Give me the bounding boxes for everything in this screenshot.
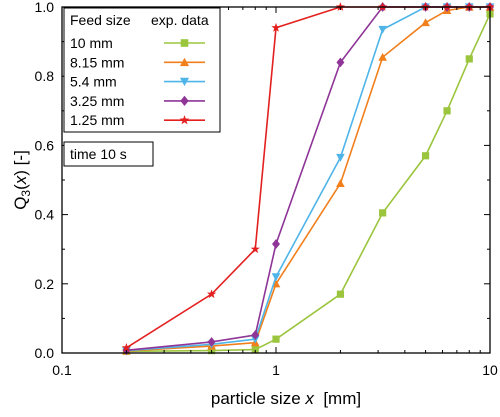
data-point: [251, 345, 259, 354]
y-tick-label: 0.8: [35, 68, 55, 84]
legend-marker: [180, 39, 189, 47]
data-point: [378, 25, 387, 34]
y-axis-title-variable: x: [11, 175, 30, 185]
legend-marker: [179, 57, 190, 67]
x-axis-title: particle size x [mm]: [211, 389, 361, 408]
x-axis-title-variable: x: [304, 389, 314, 408]
series-line: [126, 6, 490, 352]
y-tick-label: 0.2: [35, 276, 55, 292]
y-axis-title-paren: (: [11, 184, 30, 190]
time-annotation: time 10 s: [63, 141, 154, 167]
data-point: [271, 273, 281, 282]
data-point: [336, 57, 345, 68]
legend-entry: 1.25 mm: [70, 112, 205, 128]
legend-marker: [179, 77, 190, 87]
data-point: [272, 335, 280, 343]
time-annotation-box: [63, 141, 154, 167]
time-annotation-text: time 10 s: [70, 146, 127, 162]
y-axis-title: Q3(x) [-]: [11, 150, 33, 210]
chart-axes: 0.1 1 10 0.0 0.2 0.4 0.6 0.8 1.0: [35, 0, 498, 378]
data-point: [421, 152, 430, 160]
data-point: [336, 179, 345, 188]
x-tick-label: 0.1: [52, 362, 72, 378]
x-axis-title-unit: [mm]: [314, 389, 361, 408]
data-point: [336, 290, 345, 298]
legend-label: 3.25 mm: [70, 93, 124, 109]
data-point: [272, 239, 280, 249]
x-tick-label: 10: [482, 362, 498, 378]
data-point: [271, 22, 281, 32]
legend-marker: [179, 115, 190, 125]
data-point: [251, 330, 260, 340]
legend-label: 1.25 mm: [70, 112, 124, 128]
y-tick-label: 1.0: [35, 0, 55, 15]
legend-label: 5.4 mm: [70, 74, 117, 90]
data-point: [378, 52, 387, 61]
legend-header-exp-data: exp. data: [151, 12, 209, 28]
data-point: [206, 289, 217, 299]
legend-label: 8.15 mm: [70, 54, 124, 70]
y-axis-title-unit: ) [-]: [11, 150, 30, 176]
x-tick-label: 1: [272, 362, 280, 378]
series-line: [126, 13, 491, 353]
chart-marks: [121, 2, 495, 356]
data-point: [379, 209, 387, 217]
y-tick-label: 0.4: [35, 207, 55, 223]
legend-box: [63, 7, 221, 133]
data-point: [121, 342, 132, 352]
x-axis-title-main: particle size: [211, 389, 305, 408]
legend-entry: 10 mm: [70, 35, 205, 51]
y-axis-title-main: Q: [11, 197, 30, 210]
legend-label: 10 mm: [70, 35, 113, 51]
legend-entry: 5.4 mm: [70, 74, 205, 90]
legend-marker: [180, 95, 189, 107]
data-point: [207, 337, 216, 347]
y-tick-label: 0.0: [35, 345, 55, 361]
legend: Feed size exp. data 10 mm 8.15 mm 5.4 mm 3.…: [63, 7, 221, 133]
legend-entry: 8.15 mm: [70, 54, 205, 70]
legend-entry: 3.25 mm: [70, 93, 205, 109]
y-axis-title-subscript: 3: [19, 190, 33, 197]
data-point: [250, 244, 260, 254]
legend-entries: 10 mm 8.15 mm 5.4 mm 3.25 mm 1.25 mm: [70, 35, 205, 128]
data-point: [465, 55, 473, 63]
y-tick-label: 0.6: [35, 137, 55, 153]
data-point: [336, 153, 345, 162]
data-point: [443, 107, 451, 115]
data-point: [421, 18, 430, 27]
legend-header-feed-size: Feed size: [70, 12, 131, 28]
